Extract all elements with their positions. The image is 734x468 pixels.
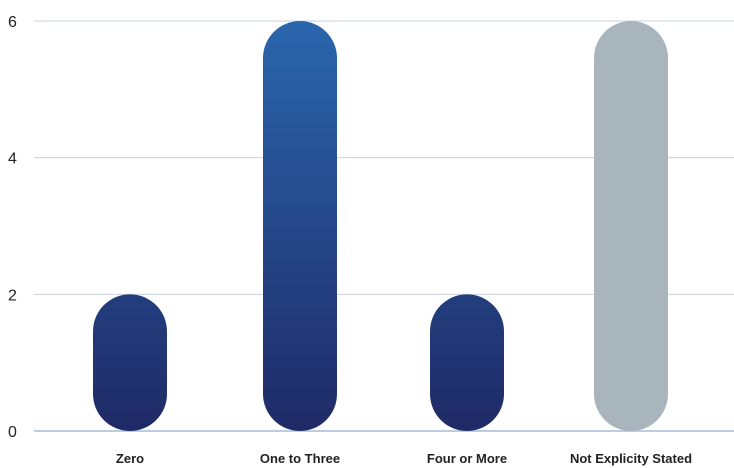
y-axis-ticks: 0 2 4 6 [8,14,17,441]
y-tick-label: 0 [8,424,17,441]
bar-one-to-three [263,21,337,431]
x-tick-label: Four or More [427,451,507,466]
y-tick-label: 4 [8,151,17,168]
x-tick-label: Zero [116,451,144,466]
x-axis-labels: Zero One to Three Four or More Not Explicit… [116,451,692,466]
x-tick-label: Not Explicity Stated [570,451,692,466]
bar-four-or-more [430,294,504,431]
bars [93,21,668,431]
y-tick-label: 6 [8,14,17,31]
y-tick-label: 2 [8,287,17,304]
bar-zero [93,294,167,431]
bar-not-explicity-stated [594,21,668,431]
x-tick-label: One to Three [260,451,340,466]
